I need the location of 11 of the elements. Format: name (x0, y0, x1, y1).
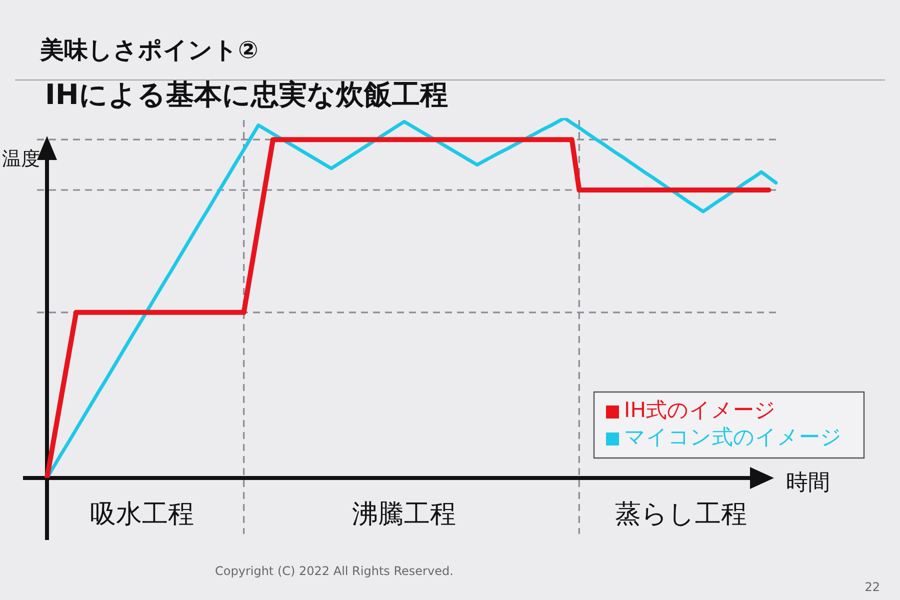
chart-subtitle: IHによる基本に忠実な炊飯工程 (45, 78, 448, 111)
text: 22 (864, 580, 880, 594)
x-tick-label: 沸騰工程 (352, 499, 456, 530)
chart-title: 美味しさポイント② (39, 36, 258, 64)
y-axis-title: 温度 (2, 148, 40, 170)
legend-label: IH式のイメージ (624, 398, 776, 422)
x-axis-title: 時間 (786, 470, 830, 496)
legend-label: マイコン式のイメージ (624, 424, 842, 449)
x-tick-label: 蒸らし工程 (615, 499, 748, 530)
x-tick-label: 吸水工程 (90, 499, 194, 530)
text: Copyright (C) 2022 All Rights Reserved. (215, 564, 454, 578)
